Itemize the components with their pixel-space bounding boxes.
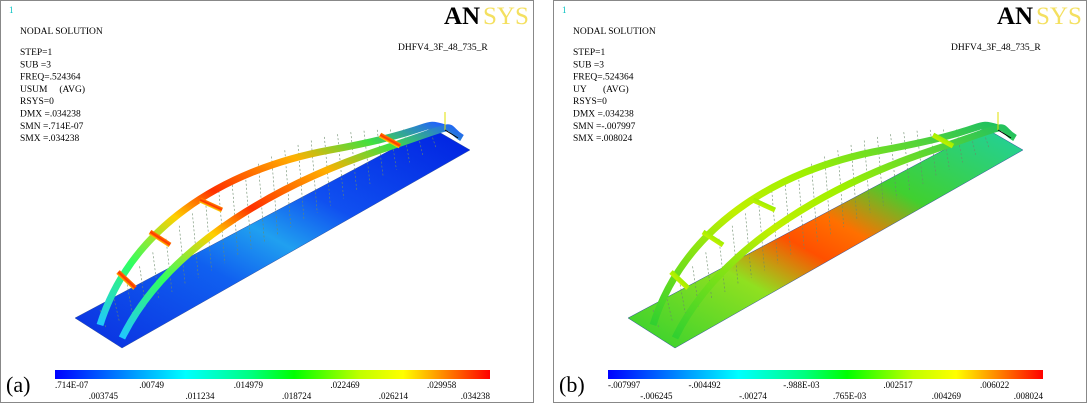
legend-label: -.007997 <box>608 380 641 390</box>
legend-label: .014979 <box>234 380 264 390</box>
legend-label: .003745 <box>89 391 119 401</box>
info-line: SMN =.714E-07 <box>20 122 84 132</box>
legend-label: -.988E-03 <box>783 380 820 390</box>
legend-label: .029958 <box>427 380 457 390</box>
info-line: RSYS=0 <box>573 97 607 107</box>
model-name: DHFV4_3F_48_735_R <box>398 43 488 53</box>
legend-label: .034238 <box>461 391 491 401</box>
legend-label: .026214 <box>379 391 409 401</box>
legend-label: .714E-07 <box>55 380 89 390</box>
info-line: SMN =-.007997 <box>573 122 636 132</box>
legend-label: .022469 <box>330 380 360 390</box>
panel: 1 NODAL SOLUTION STEP=1 SUB =3 FREQ=.524364U… <box>554 1 1087 403</box>
logo-light: SYS <box>483 3 529 30</box>
legend-label: .008024 <box>1014 391 1044 401</box>
logo-bold: AN <box>997 3 1033 30</box>
color-bar <box>55 370 490 379</box>
info-line: STEP=1 <box>573 48 606 58</box>
legend-label: .765E-03 <box>833 391 867 401</box>
model-name: DHFV4_3F_48_735_R <box>951 43 1041 53</box>
info-line: SMX =.008024 <box>573 134 632 144</box>
legend-label: .006022 <box>980 380 1009 390</box>
logo-light: SYS <box>1036 3 1082 30</box>
info-line: FREQ=.524364 <box>573 73 634 83</box>
legend-label: -.00274 <box>739 391 767 401</box>
legend-label: .018724 <box>282 391 312 401</box>
legend-label: .00749 <box>139 380 164 390</box>
info-line: RSYS=0 <box>20 97 54 107</box>
legend-label: .011234 <box>186 391 215 401</box>
header: NODAL SOLUTION <box>573 27 656 37</box>
panel: 1 NODAL SOLUTION STEP=1 SUB =3 FREQ=.524364U… <box>1 1 534 403</box>
panel-label: (b) <box>559 372 585 397</box>
info-line: FREQ=.524364 <box>20 73 81 83</box>
info-line: SUB =3 <box>20 60 51 70</box>
logo-bold: AN <box>444 3 480 30</box>
info-line: UY (AVG) <box>573 84 629 95</box>
panel-label: (a) <box>6 372 30 397</box>
color-bar <box>608 370 1043 379</box>
legend-label: -.004492 <box>689 380 721 390</box>
info-line: STEP=1 <box>20 48 53 58</box>
info-line: DMX =.034238 <box>20 110 81 120</box>
header: NODAL SOLUTION <box>20 27 103 37</box>
info-line: DMX =.034238 <box>573 110 634 120</box>
info-line: USUM (AVG) <box>20 84 85 95</box>
corner-number: 1 <box>9 5 14 15</box>
figure: 1NODAL SOLUTIONSTEP=1SUB =3FREQ=.524364U… <box>0 0 1087 403</box>
legend-label: .004269 <box>932 391 962 401</box>
legend-label: -.006245 <box>640 391 673 401</box>
info-line: SMX =.034238 <box>20 134 79 144</box>
info-line: SUB =3 <box>573 60 604 70</box>
legend-label: .002517 <box>883 380 913 390</box>
corner-number: 1 <box>562 5 567 15</box>
